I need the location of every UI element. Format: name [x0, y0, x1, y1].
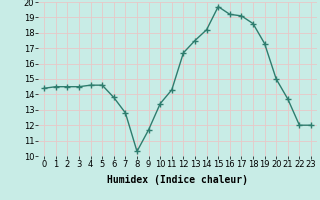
X-axis label: Humidex (Indice chaleur): Humidex (Indice chaleur)	[107, 175, 248, 185]
